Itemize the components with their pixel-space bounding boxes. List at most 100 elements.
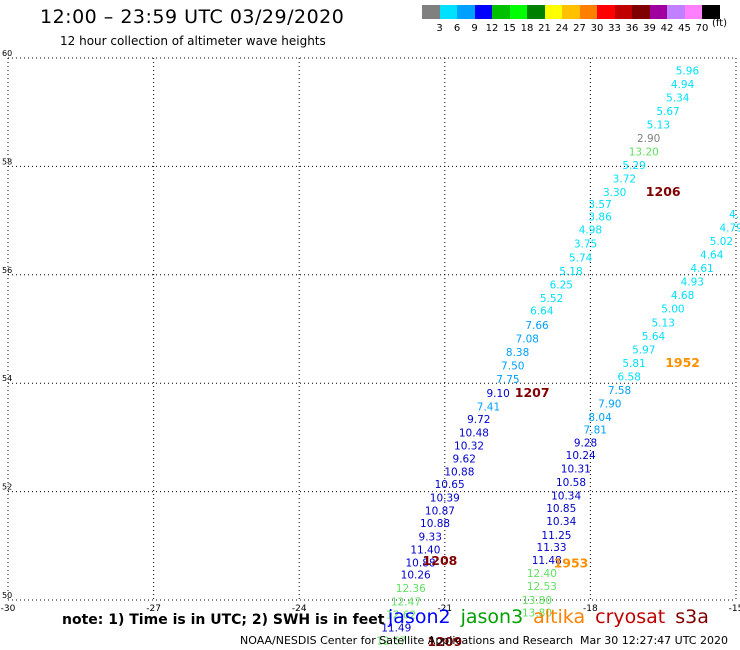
satellite-legend-item: cryosat [595, 606, 666, 628]
y-tick-label: 58 [2, 157, 12, 166]
data-point-label: 6.25 [550, 279, 573, 291]
footer-timestamp: Mar 30 12:27:47 UTC 2020 [580, 634, 728, 647]
data-point-label: 11.25 [541, 530, 571, 542]
color-swatch [649, 5, 667, 19]
data-point-label: 5.00 [661, 304, 684, 316]
data-point-label: 7.50 [501, 361, 524, 373]
data-point-label: 9.28 [574, 438, 597, 450]
y-tick-label: 52 [2, 483, 12, 492]
satellite-legend: jason2 jason3 altika cryosat s3a [388, 606, 719, 628]
data-point-label: 12.67 [376, 635, 406, 647]
data-point-label: 12.47 [391, 596, 421, 608]
data-point-label: 10.65 [435, 479, 465, 491]
color-scale-label: 3 [436, 23, 443, 34]
satellite-legend-item: jason2 [388, 606, 451, 628]
data-point-label: 5.02 [710, 236, 733, 248]
data-point-label: 5.97 [632, 344, 655, 356]
data-point-label: 13.20 [629, 147, 659, 159]
data-point-label: 5.64 [642, 331, 666, 343]
data-point-label: 11.48 [532, 555, 562, 567]
color-scale-label: 33 [608, 23, 621, 34]
color-scale-label: 27 [573, 23, 586, 34]
pass-number-label: 1207 [515, 385, 550, 400]
color-swatch [614, 5, 632, 19]
pass-number-label: 1209 [427, 634, 462, 649]
data-point-label: 4.94 [671, 79, 695, 91]
data-point-label: 10.24 [566, 450, 596, 462]
data-point-label: 13.80 [522, 607, 552, 619]
data-point-label: 12.62 [386, 609, 416, 621]
data-point-label: 5.52 [540, 293, 563, 305]
color-swatch [457, 5, 475, 19]
chart-subtitle: 12 hour collection of altimeter wave hei… [60, 34, 326, 48]
satellite-legend-item: s3a [675, 606, 709, 628]
color-scale-label: 45 [678, 23, 691, 34]
data-point-label: 2.90 [637, 133, 660, 145]
color-swatch [667, 5, 685, 19]
color-scale-label: 9 [471, 23, 478, 34]
color-scale-label: 12 [485, 23, 499, 34]
data-point-label: 5.81 [622, 358, 645, 370]
data-point-label: 5.96 [676, 65, 700, 77]
color-swatch [544, 5, 562, 19]
color-swatch [562, 5, 580, 19]
color-scale-label: 70 [695, 23, 709, 34]
data-point-label: 5.74 [569, 252, 593, 264]
color-swatch [474, 5, 492, 19]
data-point-label: 4.64 [700, 250, 724, 262]
data-point-label: 7.41 [477, 401, 500, 413]
data-point-label: 9.33 [419, 531, 442, 543]
satellite-legend-item: altika [533, 606, 586, 628]
data-point-label: 8.04 [588, 412, 612, 424]
data-point-label: 5.13 [652, 317, 675, 329]
data-point-label: 11.40 [410, 544, 440, 556]
data-point-label: 12.53 [527, 581, 557, 593]
color-swatch [492, 5, 510, 19]
data-point-label: 4.79 [719, 222, 740, 234]
data-point-label: 11.33 [537, 542, 567, 554]
data-point-label: 10.32 [454, 440, 484, 452]
data-point-label: 6.64 [530, 305, 554, 317]
data-point-label: 3.86 [588, 212, 612, 224]
data-point-label: 10.58 [556, 477, 586, 489]
y-tick-label: 60 [2, 49, 12, 58]
data-point-label: 10.88 [420, 518, 450, 530]
satellite-legend-item: jason3 [460, 606, 524, 628]
data-point-label: 5.13 [647, 119, 670, 131]
data-point-label: 4.61 [690, 263, 713, 275]
data-point-label: 9.10 [486, 388, 509, 400]
data-point-label: 4.98 [579, 225, 602, 237]
data-point-label: 10.48 [459, 427, 489, 439]
data-point-label: 5.18 [559, 266, 582, 278]
y-tick-label: 54 [2, 374, 12, 383]
data-point-label: 7.66 [525, 320, 549, 332]
data-point-label: 12.36 [396, 583, 426, 595]
data-point-label: 7.08 [516, 334, 539, 346]
y-tick-label: 50 [2, 591, 12, 600]
color-scale-label: 24 [555, 23, 569, 34]
data-point-label: 7.58 [608, 385, 631, 397]
color-scale-label: 42 [660, 23, 674, 34]
color-scale-label: 18 [520, 23, 534, 34]
data-point-label: 7.75 [496, 374, 519, 386]
data-point-label: 10.34 [546, 516, 576, 528]
data-point-label: 7.81 [584, 425, 607, 437]
pass-number-label: 1206 [646, 184, 681, 199]
data-point-label: 10.34 [551, 491, 581, 503]
pass-number-label: 1208 [423, 553, 458, 568]
color-swatch [702, 5, 720, 19]
data-point-label: 3.30 [603, 187, 626, 199]
color-scale-label: 15 [503, 23, 516, 34]
color-swatch [632, 5, 650, 19]
data-point-label: 8.38 [506, 347, 529, 359]
color-swatch [684, 5, 702, 19]
color-scale-label: 39 [643, 23, 656, 34]
color-swatch [527, 5, 545, 19]
x-tick-label: -30 [1, 604, 16, 614]
data-point-label: 10.31 [561, 464, 591, 476]
data-point-label: 10.88 [444, 466, 474, 478]
data-point-label: 5.34 [666, 92, 690, 104]
color-swatch [597, 5, 615, 19]
data-point-label: 12.40 [527, 568, 557, 580]
